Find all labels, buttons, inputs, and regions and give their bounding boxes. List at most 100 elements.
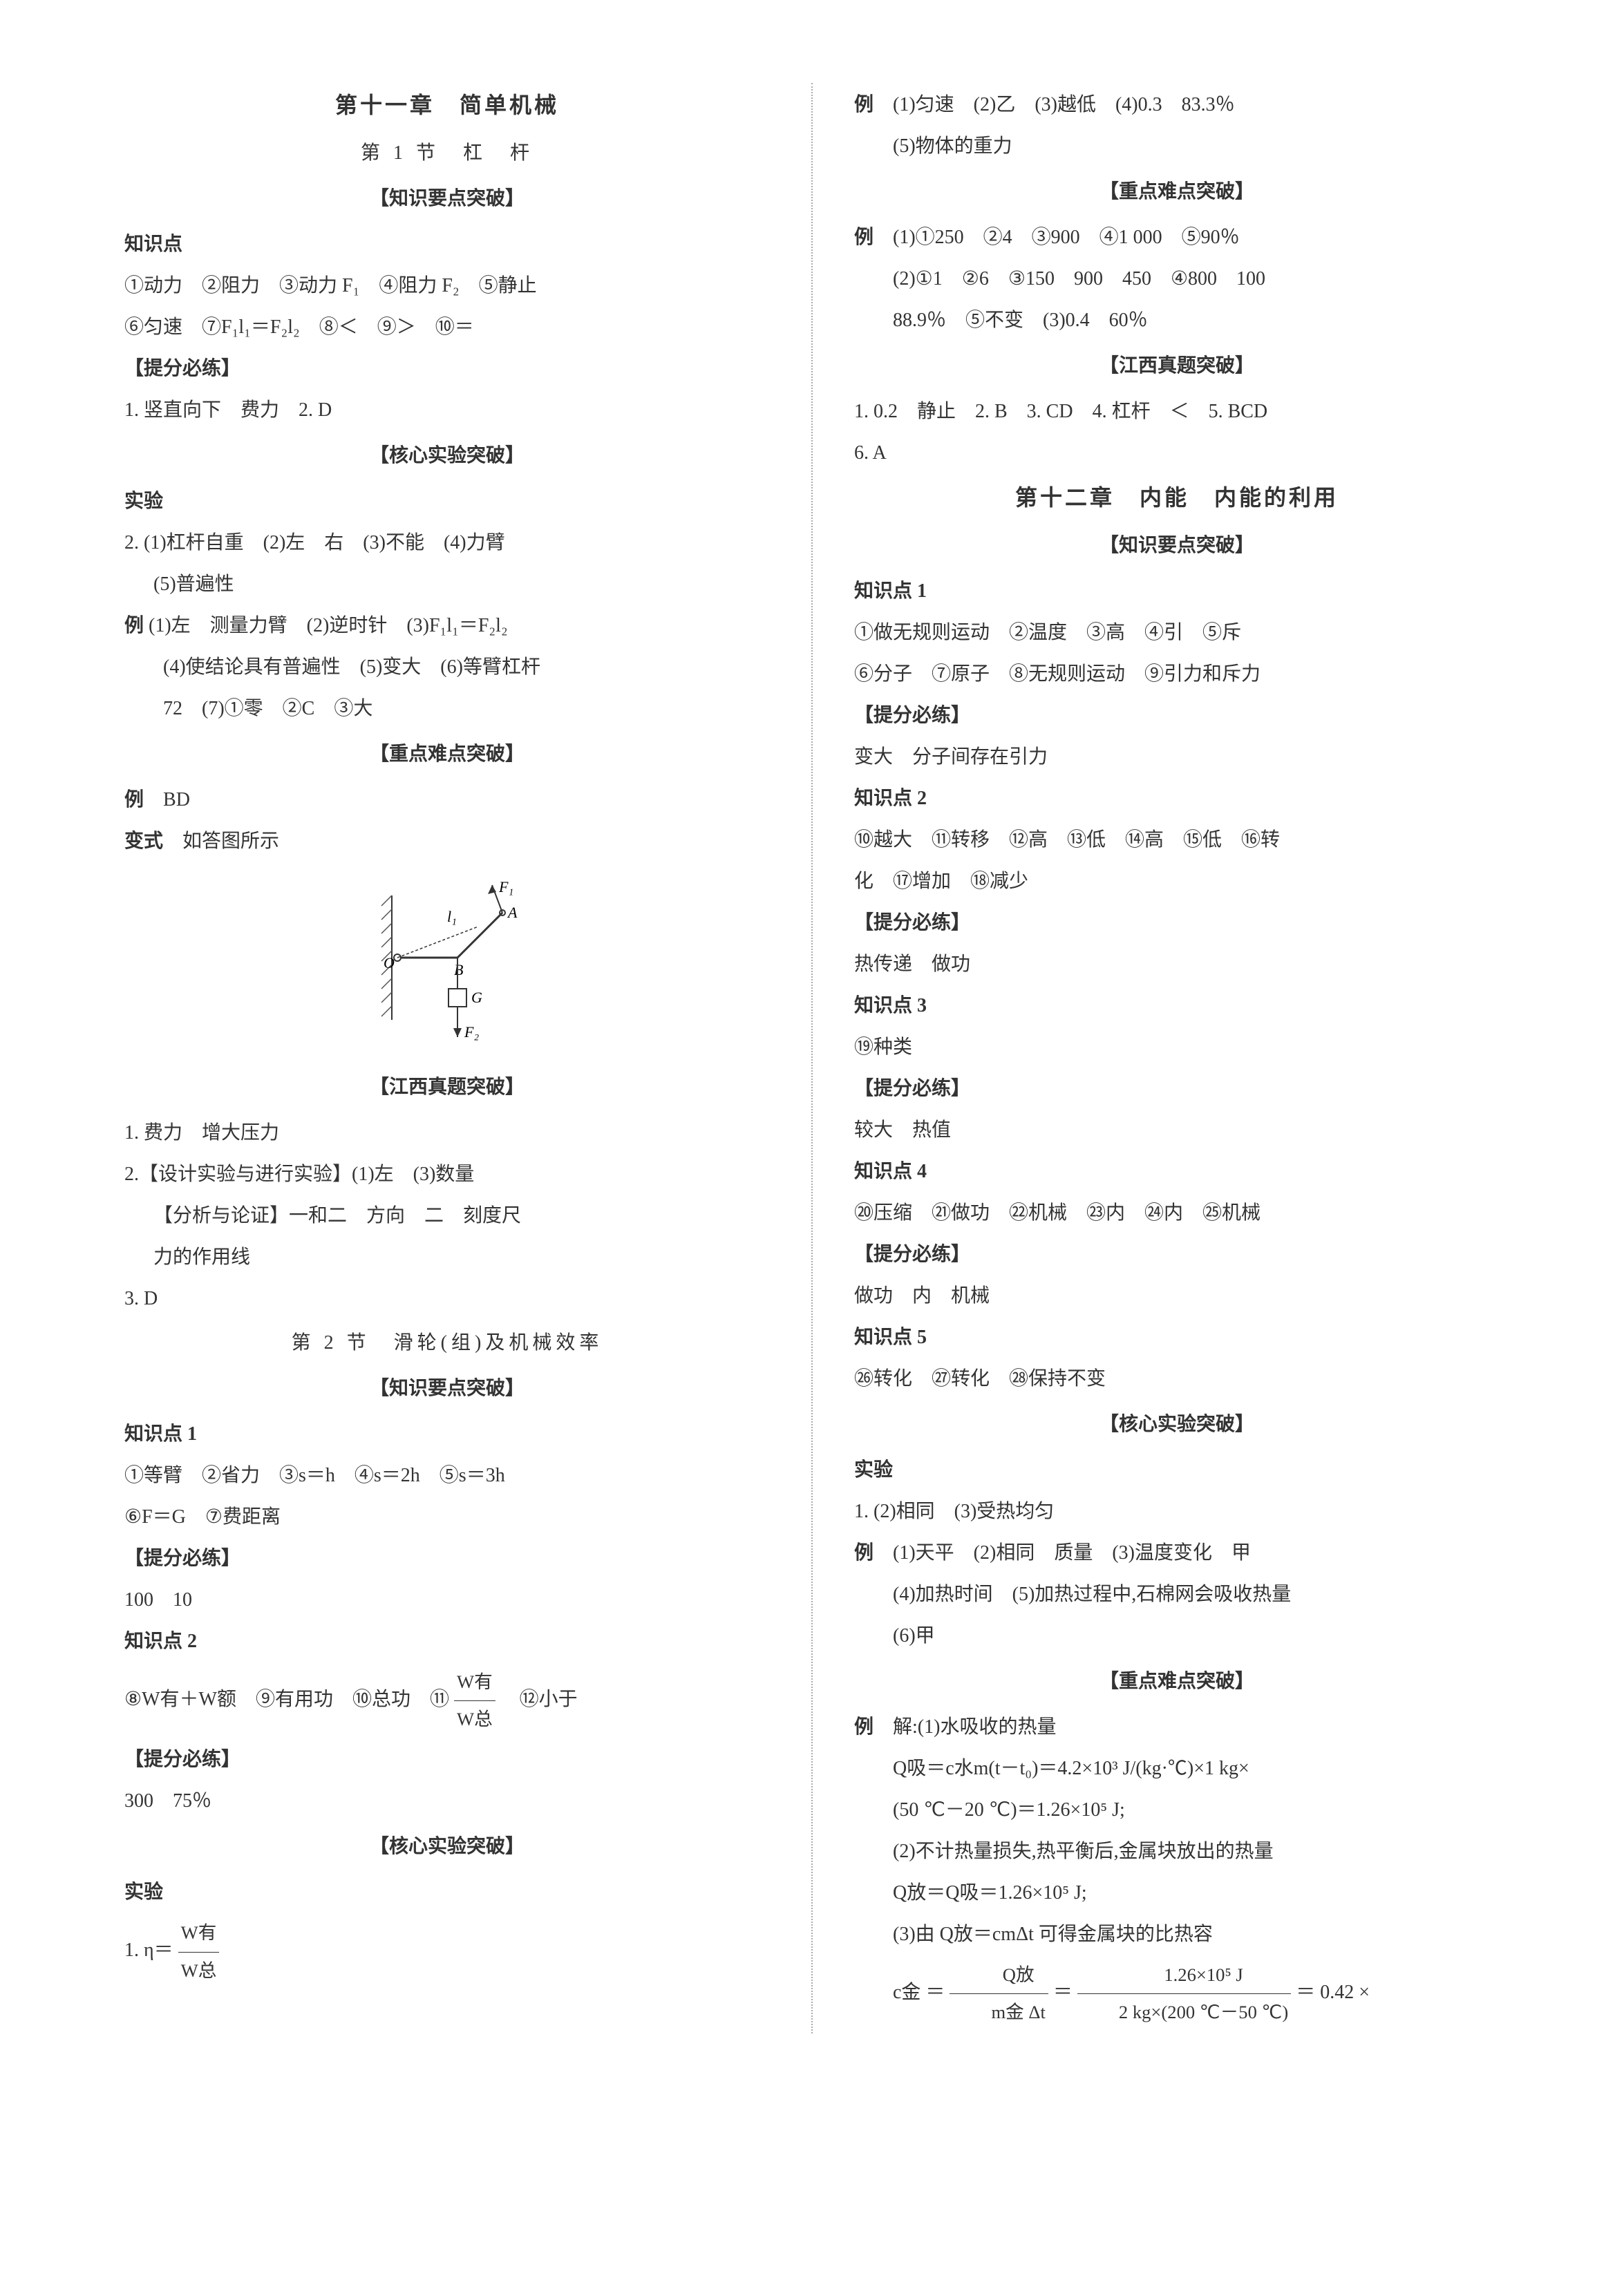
- text-line: 例 (1)匀速 (2)乙 (3)越低 (4)0.3 83.3％: [854, 86, 1500, 124]
- numerator: W有: [454, 1664, 495, 1701]
- section-title: 第 1 节 杠 杆: [124, 134, 770, 173]
- bracket-heading: 【核心实验突破】: [124, 1828, 770, 1866]
- text-line: ⑥分子 ⑦原子 ⑧无规则运动 ⑨引力和斥力: [854, 655, 1500, 694]
- bracket-heading: 【核心实验突破】: [854, 1405, 1500, 1444]
- text: ＝: [1053, 1982, 1077, 2003]
- text-line: 热传递 做功: [854, 945, 1500, 984]
- bracket-heading: 【提分必练】: [124, 350, 770, 388]
- text-line: 2.【设计实验与进行实验】(1)左 (3)数量: [124, 1155, 770, 1194]
- label: 例: [124, 615, 144, 636]
- text-line: 300 75％: [124, 1782, 770, 1821]
- text: ⑫小于: [500, 1689, 578, 1710]
- diagram-label-A: A: [507, 904, 518, 921]
- text-line: ⑥F＝G ⑦费距离: [124, 1498, 770, 1537]
- text-line: (4)使结论具有普遍性 (5)变大 (6)等臂杠杆: [124, 648, 770, 687]
- denominator: 2 kg×(200 ℃－50 ℃): [1077, 1994, 1291, 2031]
- text-line: (50 ℃－20 ℃)＝1.26×10⁵ J;: [854, 1791, 1500, 1830]
- diagram-label-F2: F₂: [464, 1023, 479, 1041]
- text-line: (3)由 Q放＝cmΔt 可得金属块的比热容: [854, 1915, 1500, 1954]
- text-line: ⑧W有＋W额 ⑨有用功 ⑩总功 ⑪ W有 W总 ⑫小于: [124, 1664, 770, 1738]
- text-line: 例 (1)左 测量力臂 (2)逆时针 (3)F₁l₁＝F₂l₂: [124, 607, 770, 645]
- fraction: Q放 m金 Δt: [950, 1957, 1048, 2031]
- right-column: 例 (1)匀速 (2)乙 (3)越低 (4)0.3 83.3％ (5)物体的重力…: [854, 83, 1500, 2033]
- bracket-heading: 【知识要点突破】: [854, 526, 1500, 565]
- numerator: W有: [178, 1915, 220, 1952]
- text-line: 较大 热值: [854, 1111, 1500, 1150]
- text-line: ①等臂 ②省力 ③s＝h ④s＝2h ⑤s＝3h: [124, 1457, 770, 1495]
- text-line: ⑳压缩 ㉑做功 ㉒机械 ㉓内 ㉔内 ㉕机械: [854, 1194, 1500, 1233]
- text-line: (2)①1 ②6 ③150 900 450 ④800 100: [854, 260, 1500, 298]
- diagram-label-O: O: [384, 954, 395, 971]
- text-line: (5)普遍性: [124, 565, 770, 604]
- text-line: 1. 费力 增大压力: [124, 1114, 770, 1152]
- text-line: 6. A: [854, 434, 1500, 473]
- label: 知识点 3: [854, 987, 1500, 1025]
- section-title: 第 2 节 滑轮(组)及机械效率: [124, 1324, 770, 1363]
- text-line: ⑲种类: [854, 1028, 1500, 1067]
- text-line: 例 解:(1)水吸收的热量: [854, 1708, 1500, 1747]
- text-line: 变大 分子间存在引力: [854, 738, 1500, 777]
- text-line: Q放＝Q吸＝1.26×10⁵ J;: [854, 1874, 1500, 1913]
- text-line: (6)甲: [854, 1617, 1500, 1655]
- numerator: Q放: [950, 1957, 1048, 1994]
- label: 实验: [854, 1451, 1500, 1490]
- text-line: 1. η＝ W有 W总: [124, 1915, 770, 1989]
- text-line: ⑥匀速 ⑦F₁l₁＝F₂l₂ ⑧＜ ⑨＞ ⑩＝: [124, 308, 770, 347]
- lever-diagram: O B A F₁ l₁ G: [124, 875, 770, 1054]
- text-line: 3. D: [124, 1280, 770, 1318]
- fraction: W有 W总: [454, 1664, 495, 1738]
- text-line: 例 (1)①250 ②4 ③900 ④1 000 ⑤90％: [854, 218, 1500, 257]
- bracket-heading: 【江西真题突破】: [124, 1068, 770, 1107]
- text: (1)左 测量力臂 (2)逆时针 (3)F₁l₁＝F₂l₂: [149, 615, 508, 636]
- bracket-heading: 【重点难点突破】: [854, 173, 1500, 211]
- text-line: (2)不计热量损失,热平衡后,金属块放出的热量: [854, 1832, 1500, 1871]
- label: 知识点 4: [854, 1152, 1500, 1191]
- text-line: 2. (1)杠杆自重 (2)左 右 (3)不能 (4)力臂: [124, 524, 770, 562]
- denominator: m金 Δt: [950, 1994, 1048, 2031]
- diagram-label-G: G: [471, 989, 482, 1006]
- page-content: 第十一章 简单机械 第 1 节 杠 杆 【知识要点突破】 知识点 ①动力 ②阻力…: [124, 83, 1500, 2033]
- text-line: ㉖转化 ㉗转化 ㉘保持不变: [854, 1360, 1500, 1398]
- label: 知识点 1: [854, 572, 1500, 611]
- bracket-heading: 【核心实验突破】: [124, 437, 770, 475]
- text-line: 力的作用线: [124, 1238, 770, 1277]
- text-line: 1. 竖直向下 费力 2. D: [124, 391, 770, 430]
- text-line: 例 (1)天平 (2)相同 质量 (3)温度变化 甲: [854, 1534, 1500, 1573]
- fraction: 1.26×10⁵ J 2 kg×(200 ℃－50 ℃): [1077, 1957, 1291, 2031]
- diagram-label-l1: l₁: [447, 908, 457, 925]
- text: 1. η＝: [124, 1939, 173, 1961]
- text-line: 88.9％ ⑤不变 (3)0.4 60％: [854, 301, 1500, 340]
- chapter-title: 第十一章 简单机械: [124, 83, 770, 127]
- label: 实验: [124, 1873, 770, 1912]
- text-line: 100 10: [124, 1581, 770, 1620]
- bracket-heading: 【提分必练】: [854, 1235, 1500, 1274]
- diagram-label-F1: F₁: [498, 878, 513, 895]
- label: 知识点 2: [854, 779, 1500, 818]
- denominator: W总: [454, 1701, 495, 1738]
- text-line: 72 (7)①零 ②C ③大: [124, 690, 770, 728]
- text-line: 变式 如答图所示: [124, 822, 770, 861]
- text: ＝ 0.42 ×: [1296, 1982, 1370, 2003]
- label: 实验: [124, 482, 770, 521]
- bracket-heading: 【重点难点突破】: [124, 735, 770, 774]
- text-line: 化 ⑰增加 ⑱减少: [854, 862, 1500, 901]
- label: 知识点 2: [124, 1622, 770, 1661]
- bracket-heading: 【知识要点突破】: [124, 180, 770, 218]
- chapter-title: 第十二章 内能 内能的利用: [854, 475, 1500, 520]
- text-line: 1. 0.2 静止 2. B 3. CD 4. 杠杆 ＜ 5. BCD: [854, 392, 1500, 431]
- text: c金 ＝: [893, 1982, 950, 2003]
- bracket-heading: 【提分必练】: [124, 1539, 770, 1578]
- text-line: 1. (2)相同 (3)受热均匀: [854, 1492, 1500, 1531]
- text-line: (4)加热时间 (5)加热过程中,石棉网会吸收热量: [854, 1575, 1500, 1614]
- label: 知识点 1: [124, 1415, 770, 1454]
- text-line: (5)物体的重力: [854, 127, 1500, 166]
- bracket-heading: 【提分必练】: [854, 696, 1500, 735]
- text-line: 【分析与论证】一和二 方向 二 刻度尺: [124, 1197, 770, 1235]
- bracket-heading: 【知识要点突破】: [124, 1369, 770, 1408]
- column-divider: [811, 83, 813, 2033]
- bracket-heading: 【江西真题突破】: [854, 347, 1500, 386]
- numerator: 1.26×10⁵ J: [1077, 1957, 1291, 1994]
- bracket-heading: 【提分必练】: [854, 1070, 1500, 1108]
- text-line: Q吸＝c水m(t－t₀)＝4.2×10³ J/(kg·℃)×1 kg×: [854, 1749, 1500, 1788]
- text-line: 做功 内 机械: [854, 1277, 1500, 1316]
